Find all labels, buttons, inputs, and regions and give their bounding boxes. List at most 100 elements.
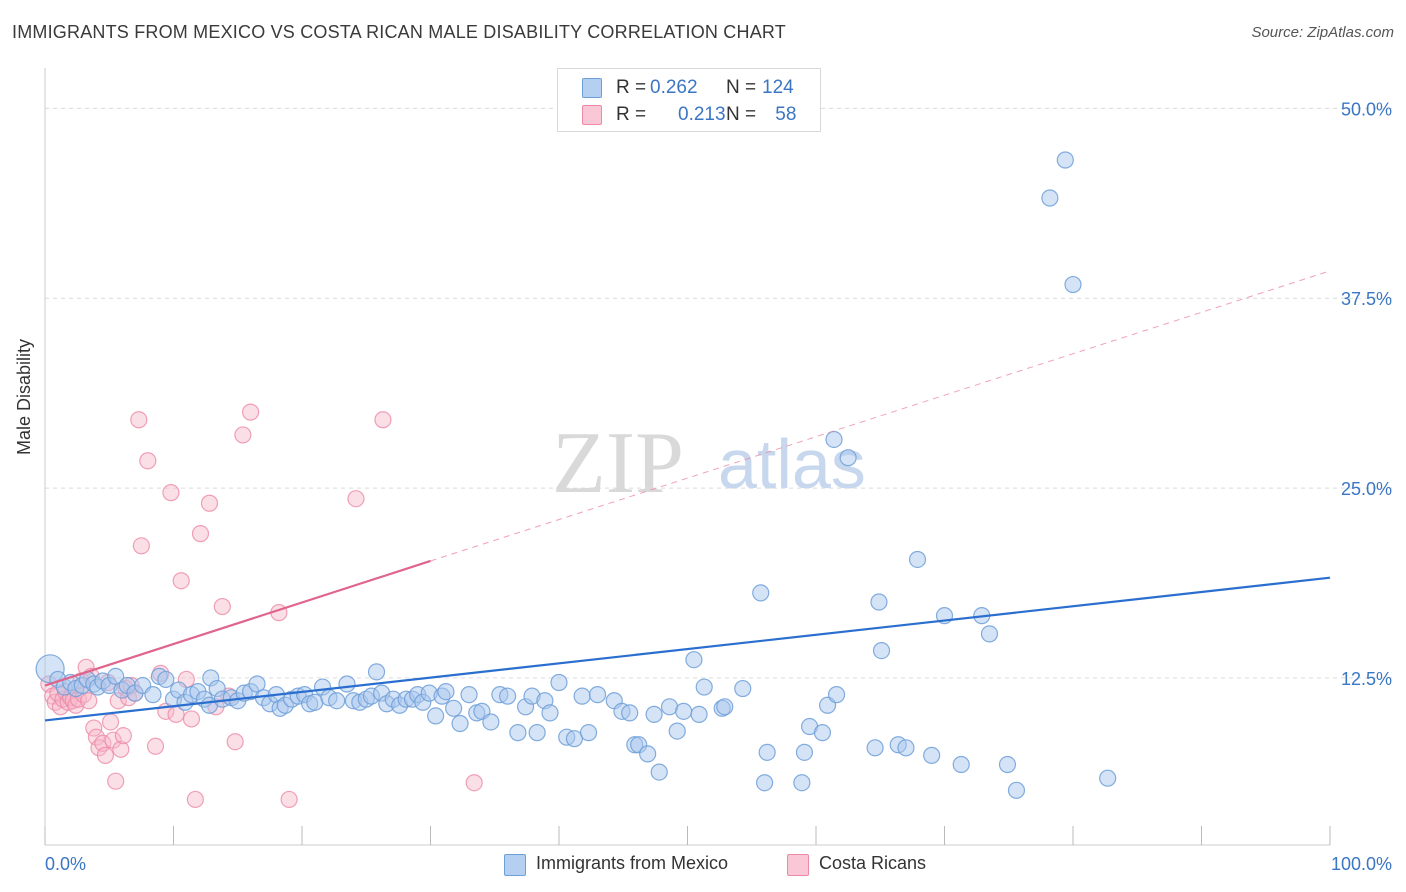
- tick-labels: 12.5% 25.0% 37.5% 50.0% 0.0% 100.0%: [45, 99, 1392, 874]
- costa-ricans-point: [234, 426, 252, 444]
- watermark: ZIP atlas: [552, 415, 866, 512]
- costa-ricans-point: [186, 790, 204, 809]
- watermark-zip: ZIP: [552, 415, 684, 512]
- costa-ricans-point: [114, 727, 132, 745]
- costa-ricans-point: [112, 740, 130, 758]
- costa-ricans-trend-line: [44, 559, 431, 687]
- mexico-point: [565, 730, 584, 748]
- costa-ricans-point: [374, 411, 392, 429]
- costa-ricans-point: [96, 746, 114, 764]
- y-tick-label: 12.5%: [1341, 669, 1392, 689]
- mexico-point: [550, 673, 568, 692]
- mexico-point: [1007, 781, 1026, 799]
- mexico-point: [499, 687, 517, 705]
- mexico-point: [639, 745, 657, 763]
- mexico-point: [839, 449, 857, 467]
- mexico-point: [528, 724, 546, 742]
- legend-n-label: N =: [726, 104, 762, 125]
- costa-ricans-point: [139, 452, 157, 470]
- costa-ricans-point: [280, 790, 298, 809]
- y-tick-label: 25.0%: [1341, 479, 1392, 499]
- mexico-point: [685, 651, 703, 669]
- y-axis-label: Male Disability: [14, 338, 34, 455]
- mexico-point: [870, 593, 888, 611]
- mexico-point: [752, 584, 770, 602]
- costa-ricans-point: [213, 597, 231, 616]
- x-tick-label: 100.0%: [1331, 854, 1392, 874]
- mexico-points: [35, 151, 1117, 799]
- bottom-legend-swatch-blue: [504, 854, 526, 876]
- mexico-point: [908, 550, 927, 569]
- grid-lines: [45, 107, 1392, 679]
- trend-lines: [44, 270, 1331, 722]
- mexico-point: [157, 670, 175, 689]
- legend-swatch-pink: [582, 105, 602, 125]
- chart-source: Source: ZipAtlas.com: [1251, 24, 1394, 41]
- costa-ricans-point: [87, 728, 106, 746]
- costa-ricans-point: [347, 490, 365, 508]
- mexico-point: [338, 675, 356, 693]
- y-tick-label: 50.0%: [1341, 99, 1392, 119]
- bottom-legend-label: Immigrants from Mexico: [536, 853, 729, 873]
- mexico-point: [573, 687, 591, 705]
- mexico-point: [827, 686, 846, 704]
- legend-r-value: 0.213: [678, 104, 726, 125]
- legend-r-value: 0.262: [650, 77, 698, 98]
- mexico-point: [716, 698, 734, 716]
- mexico-point: [758, 743, 776, 761]
- legend-n-value: 58: [770, 104, 797, 125]
- mexico-point: [588, 686, 607, 704]
- costa-ricans-point: [80, 692, 98, 710]
- mexico-point: [451, 714, 469, 733]
- mexico-point: [813, 724, 832, 742]
- costa-ricans-points: [40, 403, 483, 809]
- mexico-trend-line: [44, 576, 1331, 722]
- mexico-point: [793, 774, 811, 792]
- bottom-legend-label: Costa Ricans: [819, 853, 927, 873]
- mexico-point: [650, 763, 668, 781]
- mexico-point: [952, 755, 970, 774]
- chart-title: IMMIGRANTS FROM MEXICO VS COSTA RICAN MA…: [12, 22, 786, 42]
- mexico-point: [866, 739, 884, 757]
- mexico-point: [1041, 189, 1059, 207]
- mexico-point: [825, 430, 843, 449]
- mexico-point: [1099, 769, 1117, 787]
- costa-ricans-point: [242, 403, 260, 421]
- mexico-point: [579, 724, 598, 742]
- costa-ricans-point: [200, 494, 219, 512]
- axes: [44, 68, 1331, 846]
- costa-ricans-point: [182, 710, 201, 728]
- costa-ricans-trend-extension: [430, 270, 1331, 562]
- legend-n-label: N =: [726, 77, 762, 98]
- mexico-point: [460, 686, 478, 704]
- mexico-point: [897, 739, 915, 757]
- mexico-point: [328, 692, 346, 710]
- costa-ricans-point: [101, 713, 120, 731]
- mexico-point: [675, 702, 693, 720]
- mexico-point: [690, 705, 708, 723]
- costa-ricans-point: [191, 525, 210, 543]
- mexico-point: [755, 774, 774, 792]
- mexico-point: [872, 641, 891, 660]
- costa-ricans-point: [172, 572, 190, 590]
- y-tick-label: 37.5%: [1341, 289, 1392, 309]
- mexico-point: [482, 713, 500, 731]
- legend-row-mexico: R = 0.262 N = 124: [582, 75, 794, 99]
- mexico-point: [144, 686, 162, 704]
- x-tick-label: 0.0%: [45, 854, 86, 874]
- costa-ricans-point: [226, 733, 244, 751]
- costa-ricans-point: [107, 772, 125, 790]
- bottom-legend-swatch-pink: [787, 854, 809, 876]
- legend-r-label: R =: [616, 104, 652, 125]
- mexico-point: [668, 722, 686, 740]
- mexico-point: [795, 743, 814, 761]
- mexico-point: [645, 705, 663, 723]
- mexico-point: [509, 724, 527, 742]
- costa-ricans-point: [162, 484, 180, 502]
- mexico-point: [437, 682, 455, 701]
- mexico-point: [923, 746, 941, 764]
- mexico-point: [734, 679, 752, 698]
- costa-ricans-point: [132, 537, 150, 555]
- mexico-point: [1056, 151, 1074, 169]
